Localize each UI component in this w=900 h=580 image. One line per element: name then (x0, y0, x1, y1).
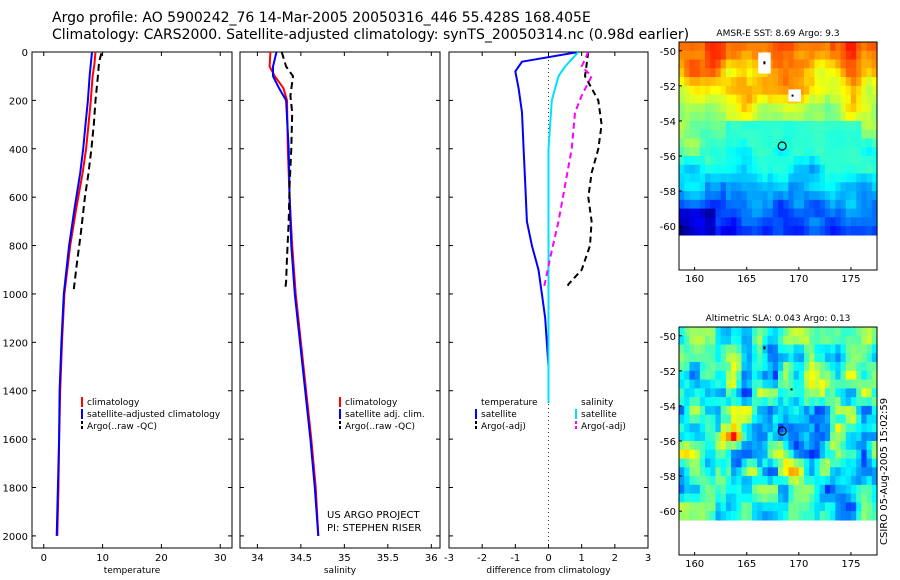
x-tick-label: 160 (685, 274, 704, 285)
y-tick-label: 600 (9, 193, 28, 204)
y-tick-label: 200 (9, 96, 28, 107)
x-tick-label: 170 (789, 274, 808, 285)
x-tick-label: 170 (789, 559, 808, 570)
x-axis-label: difference from climatology (486, 566, 611, 576)
legend-label: Argo(..raw -QC) (87, 422, 157, 432)
legend-label: Argo(-adj) (581, 422, 626, 432)
y-tick-label: -50 (660, 47, 676, 58)
y-tick-label: -54 (660, 402, 676, 413)
legend-label: satellite-adjusted climatology (87, 410, 221, 420)
island-mark (791, 94, 794, 97)
x-tick-label: 0 (545, 553, 551, 564)
profile-location-marker (777, 426, 787, 436)
legend-label: satellite adj. clim. (345, 410, 425, 420)
x-tick-label: 3 (645, 553, 651, 564)
map-grid (679, 327, 878, 521)
sst-map-panel: AMSR-E SST: 8.69 Argo: 9.3 160 165 170 175 -5… (660, 29, 878, 285)
y-tick-label: -52 (660, 82, 676, 93)
y-tick-label: -52 (660, 367, 676, 378)
sla-map-panel: Altimetric SLA: 0.043 Argo: 0.13 160 165 17… (660, 314, 878, 570)
x-tick-label: 35 (338, 553, 351, 564)
island-mark (763, 61, 766, 65)
series-line (514, 52, 579, 403)
x-tick-label: 175 (841, 559, 860, 570)
series-group (55, 52, 103, 536)
legend-label: Argo(..raw -QC) (345, 422, 415, 432)
climatology-title: Climatology: CARS2000. Satellite-adjuste… (52, 27, 690, 43)
x-tick-label: 165 (737, 274, 756, 285)
credit-timestamp: CSIRO 05-Aug-2005 15:02:59 (879, 397, 890, 545)
series-group (514, 52, 603, 403)
x-tick-label: 175 (841, 274, 860, 285)
x-axis-label: salinity (324, 566, 357, 576)
x-tick-label: -2 (477, 553, 487, 564)
island-mark (763, 346, 766, 350)
legend-heading: salinity (581, 398, 614, 408)
y-tick-label: 1000 (3, 290, 28, 301)
series-line (542, 52, 593, 290)
project-annotation: US ARGO PROJECT (327, 510, 421, 521)
x-tick-label: 160 (685, 559, 704, 570)
x-tick-label: 165 (737, 559, 756, 570)
y-tick-label: -60 (660, 507, 676, 518)
y-tick-label: 800 (9, 242, 28, 253)
legend-label: satellite (481, 410, 517, 420)
y-tick-label: 1600 (3, 435, 28, 446)
difference-panel: -3 -2 -1 0 1 2 3 difference from climatology tem… (444, 51, 651, 576)
x-tick-label: -3 (444, 553, 454, 564)
y-tick-label: -50 (660, 332, 676, 343)
salinity-panel: 34 34.5 35 35.5 36 salinity climatology satelli… (239, 51, 441, 576)
series-line (280, 52, 294, 290)
temperature-panel: 0 10 20 30 temperature 0 200 400 600 800 1000 1200 1… (3, 48, 233, 576)
x-tick-label: -1 (510, 553, 520, 564)
y-tick-label: -54 (660, 117, 676, 128)
series-line (547, 52, 580, 403)
y-tick-label: 1400 (3, 387, 28, 398)
legend-label: climatology (345, 398, 398, 408)
x-tick-label: 10 (96, 553, 109, 564)
plot-frame (31, 51, 233, 549)
legend-label: satellite (581, 410, 617, 420)
profile-location-marker (777, 141, 787, 151)
map-grid (679, 42, 878, 236)
x-tick-label: 2 (612, 553, 618, 564)
y-tick-label: -56 (660, 437, 676, 448)
profile-title: Argo profile: AO 5900242_76 14-Mar-2005 … (52, 10, 591, 26)
pi-annotation: PI: STEPHEN RISER (327, 523, 421, 534)
x-tick-label: 20 (155, 553, 168, 564)
map-title: Altimetric SLA: 0.043 Argo: 0.13 (706, 314, 851, 324)
y-tick-label: -58 (660, 472, 676, 483)
map-title: AMSR-E SST: 8.69 Argo: 9.3 (716, 29, 839, 39)
legend-label: climatology (87, 398, 140, 408)
plot-frame (239, 51, 441, 549)
y-tick-label: 400 (9, 145, 28, 156)
legend-label: Argo(-adj) (481, 422, 526, 432)
x-tick-label: 34 (251, 553, 264, 564)
x-tick-label: 34.5 (290, 553, 312, 564)
series-line (272, 52, 320, 536)
y-tick-label: 1200 (3, 338, 28, 349)
island-mark (790, 388, 793, 391)
x-tick-label: 36 (425, 553, 438, 564)
x-tick-label: 0 (41, 553, 47, 564)
missing-data-patch (788, 89, 801, 102)
y-tick-label: -56 (660, 152, 676, 163)
y-tick-label: 1800 (3, 484, 28, 495)
x-axis-label: temperature (104, 566, 161, 576)
y-tick-label: -58 (660, 187, 676, 198)
x-tick-label: 1 (578, 553, 584, 564)
y-tick-label: 2000 (3, 532, 28, 543)
y-tick-label: 0 (22, 48, 28, 59)
legend-heading: temperature (481, 398, 538, 408)
series-line (55, 52, 93, 536)
series-group (268, 52, 320, 536)
x-tick-label: 35.5 (377, 553, 399, 564)
y-tick-label: -60 (660, 222, 676, 233)
x-tick-label: 30 (214, 553, 227, 564)
